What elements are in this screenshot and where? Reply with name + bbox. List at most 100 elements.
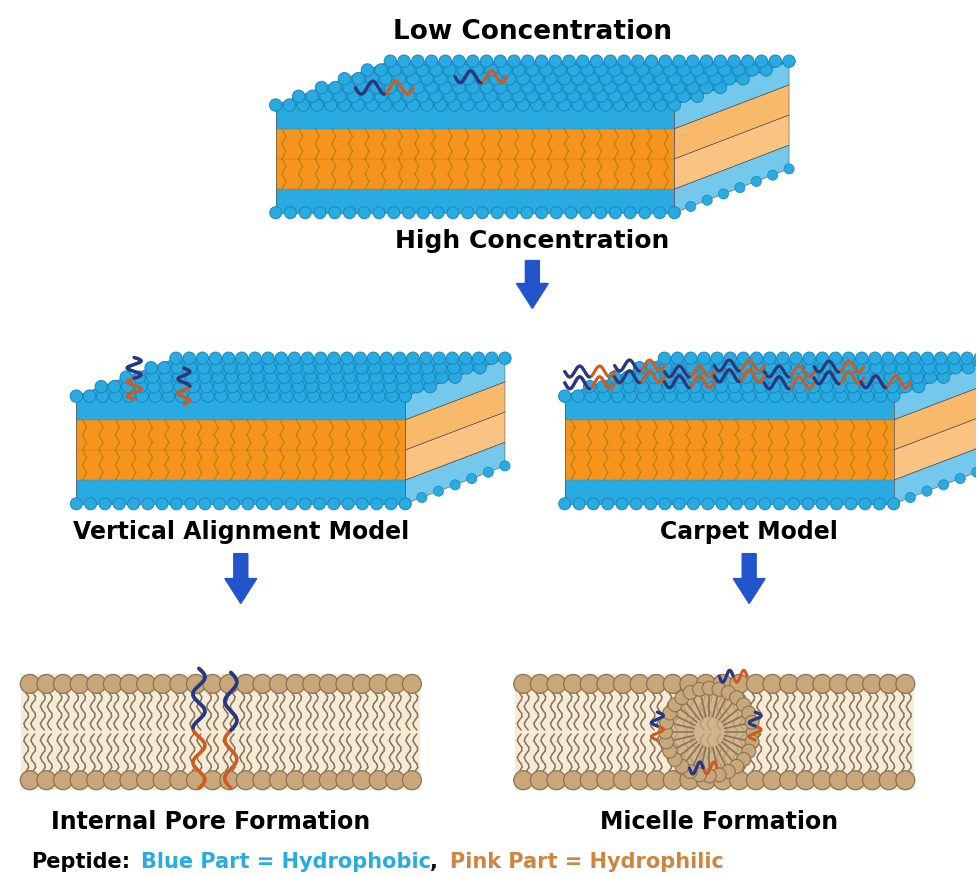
Circle shape [276, 361, 288, 374]
Circle shape [521, 82, 533, 94]
Circle shape [713, 82, 726, 94]
Circle shape [621, 64, 634, 76]
Circle shape [558, 73, 570, 85]
Circle shape [905, 492, 914, 503]
Circle shape [368, 361, 381, 374]
Circle shape [750, 176, 761, 187]
Circle shape [307, 390, 319, 403]
Circle shape [767, 381, 780, 393]
Circle shape [399, 390, 411, 403]
Circle shape [512, 64, 525, 76]
Circle shape [617, 55, 629, 68]
Circle shape [658, 55, 671, 68]
Circle shape [629, 674, 649, 694]
Circle shape [594, 64, 607, 76]
Circle shape [149, 390, 161, 403]
Circle shape [159, 371, 172, 383]
Circle shape [683, 765, 697, 779]
Circle shape [872, 498, 884, 510]
Circle shape [291, 371, 303, 383]
Circle shape [352, 99, 364, 111]
Circle shape [406, 99, 419, 111]
Circle shape [742, 706, 755, 720]
Circle shape [343, 82, 355, 94]
Circle shape [398, 381, 409, 393]
Circle shape [381, 361, 394, 374]
Circle shape [701, 769, 715, 783]
Circle shape [649, 381, 661, 393]
Circle shape [613, 73, 625, 85]
Circle shape [845, 771, 864, 789]
Circle shape [686, 55, 699, 68]
Circle shape [406, 352, 418, 365]
Circle shape [187, 771, 205, 789]
Circle shape [370, 498, 382, 510]
Circle shape [754, 381, 766, 393]
Polygon shape [276, 61, 788, 105]
Circle shape [383, 371, 395, 383]
Circle shape [475, 73, 488, 85]
Circle shape [279, 381, 291, 393]
Circle shape [505, 207, 518, 218]
Circle shape [691, 64, 702, 76]
Circle shape [759, 64, 772, 76]
Circle shape [289, 361, 302, 374]
Circle shape [380, 352, 393, 365]
Circle shape [370, 82, 382, 94]
Circle shape [805, 371, 818, 383]
Circle shape [215, 390, 227, 403]
Circle shape [439, 55, 451, 68]
Circle shape [432, 207, 444, 218]
Circle shape [266, 381, 278, 393]
Circle shape [420, 99, 433, 111]
Circle shape [354, 352, 366, 365]
Circle shape [400, 499, 410, 509]
Circle shape [727, 55, 740, 68]
Circle shape [120, 674, 139, 694]
Circle shape [899, 381, 911, 393]
Circle shape [372, 207, 385, 218]
Circle shape [794, 390, 807, 403]
Text: ,: , [430, 852, 438, 872]
Circle shape [333, 390, 345, 403]
Circle shape [936, 371, 949, 383]
Circle shape [345, 381, 357, 393]
Circle shape [729, 771, 748, 789]
Circle shape [534, 82, 547, 94]
Circle shape [493, 55, 506, 68]
Circle shape [424, 381, 436, 393]
Circle shape [700, 55, 712, 68]
Circle shape [311, 99, 322, 111]
Circle shape [935, 361, 948, 374]
Circle shape [374, 90, 387, 103]
Circle shape [896, 361, 908, 374]
Circle shape [920, 352, 933, 365]
Circle shape [410, 381, 423, 393]
Circle shape [133, 371, 146, 383]
Circle shape [531, 73, 542, 85]
Circle shape [170, 352, 182, 365]
Circle shape [447, 73, 460, 85]
Circle shape [288, 352, 300, 365]
Circle shape [198, 371, 211, 383]
Circle shape [299, 207, 311, 218]
Circle shape [608, 371, 620, 383]
Circle shape [531, 99, 542, 111]
Circle shape [265, 371, 276, 383]
Circle shape [730, 498, 742, 510]
Circle shape [758, 498, 770, 510]
Polygon shape [404, 412, 504, 480]
Circle shape [517, 99, 529, 111]
Text: Vertical Alignment Model: Vertical Alignment Model [72, 520, 408, 544]
Circle shape [369, 771, 388, 789]
Circle shape [702, 390, 715, 403]
Circle shape [241, 390, 253, 403]
Circle shape [379, 99, 392, 111]
Circle shape [778, 361, 789, 374]
Circle shape [779, 371, 791, 383]
Circle shape [712, 771, 732, 789]
Circle shape [83, 390, 96, 403]
Circle shape [711, 361, 724, 374]
Polygon shape [515, 674, 913, 789]
Polygon shape [404, 442, 504, 503]
